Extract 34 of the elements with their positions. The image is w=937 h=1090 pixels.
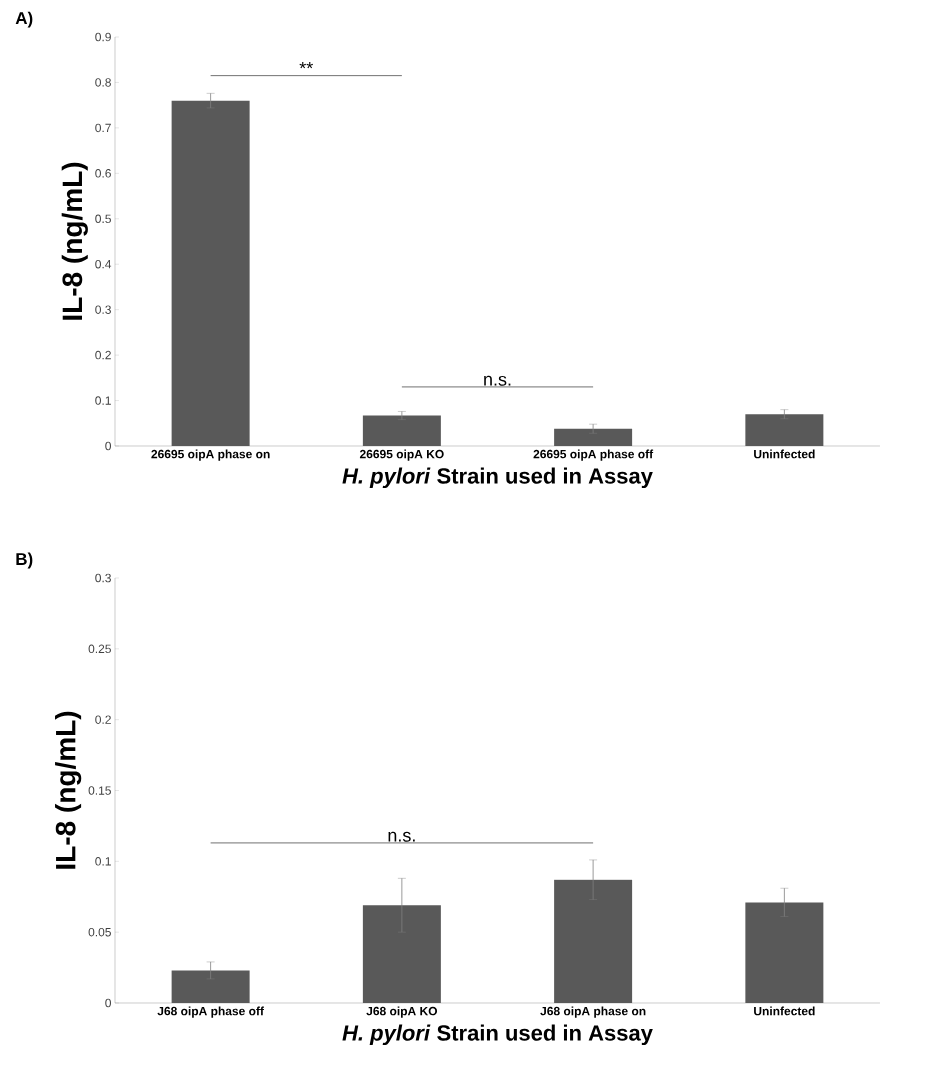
x-tick-label: Uninfected (754, 1006, 815, 1016)
y-tick-label: 0 (105, 441, 111, 451)
annotation: n.s. (388, 831, 415, 842)
x-axis-title: H. pylori Strain used in Assay (342, 467, 653, 489)
annotation: n.s. (484, 375, 511, 386)
x-tick-label: 26695 oipA KO (359, 449, 444, 461)
y-tick-label: 0.7 (95, 123, 111, 133)
x-tick-label: Uninfected (754, 449, 815, 459)
y-axis-title: IL-8 (ng/mL) (55, 711, 82, 869)
x-tick-label: 26695 oipA phase off (533, 449, 654, 461)
y-tick-label: 0.1 (95, 857, 111, 866)
y-tick-label: 0.3 (95, 305, 111, 314)
x-tick-label: J68 oipA phase off (157, 1006, 264, 1018)
y-tick-label: 0.2 (95, 715, 111, 724)
y-tick-label: 0.05 (88, 927, 111, 937)
chart-title: A) (15, 11, 33, 28)
y-tick-label: 0.1 (95, 396, 111, 405)
chart-title: B) (16, 552, 33, 569)
annotation: ** (299, 62, 313, 69)
x-tick-label: 26695 oipA phase on (151, 449, 270, 461)
y-tick-label: 0.6 (95, 169, 111, 178)
x-tick-label: J68 oipA phase on (540, 1006, 646, 1018)
y-tick-label: 0.25 (88, 644, 111, 654)
y-tick-label: 0.9 (95, 32, 111, 42)
y-tick-label: 0.2 (95, 350, 111, 360)
y-tick-label: 0.15 (88, 786, 111, 795)
x-tick-label: J68 oipA KO (366, 1006, 438, 1018)
y-tick-label: 0 (105, 998, 111, 1008)
y-tick-label: 0.5 (95, 214, 111, 224)
y-axis-title: IL-8 (ng/mL) (61, 162, 88, 320)
y-tick-label: 0.8 (95, 78, 111, 87)
x-axis-title: H. pylori Strain used in Assay (342, 1024, 653, 1046)
y-tick-label: 0.3 (95, 573, 111, 583)
y-tick-label: 0.4 (95, 259, 112, 269)
